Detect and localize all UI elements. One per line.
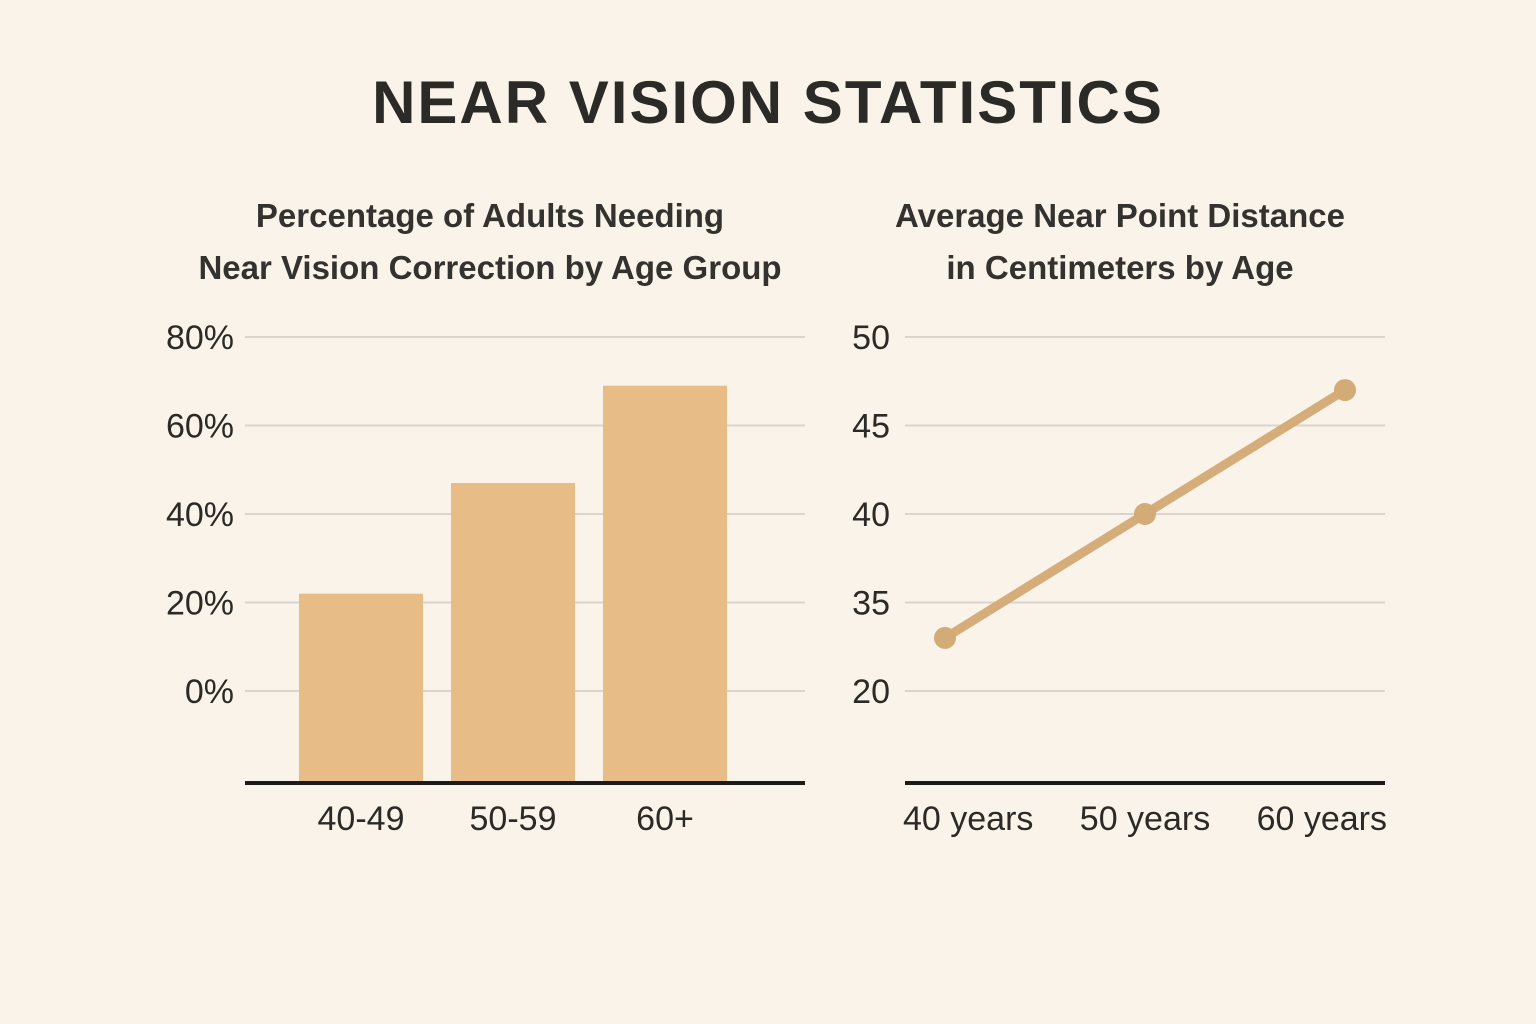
y-tick-label: 20% [166, 584, 234, 622]
y-tick-label: 40 [852, 496, 890, 534]
line-chart-title: Average Near Point Distance in Centimete… [840, 190, 1400, 300]
y-tick-label: 20 [852, 673, 890, 711]
bar-60+ [603, 385, 727, 785]
data-point-40-years [934, 626, 956, 649]
bar-40-49 [299, 593, 423, 785]
line-chart-title-line2: in Centimeters by Age [946, 249, 1294, 286]
x-tick-label: 50 years [1080, 800, 1210, 838]
bar-chart-title-line2: Near Vision Correction by Age Group [198, 249, 782, 286]
bar-chart-title: Percentage of Adults Needing Near Vision… [150, 190, 830, 300]
line-chart-section: Average Near Point Distance in Centimete… [840, 190, 1400, 870]
page-title: NEAR VISION STATISTICS [372, 69, 1164, 136]
x-tick-label: 60 years [1257, 800, 1387, 838]
bar-chart-section: Percentage of Adults Needing Near Vision… [150, 190, 830, 870]
y-tick-label: 60% [166, 407, 234, 445]
bar-50-59 [451, 483, 575, 785]
line-chart-plot: 50 45 40 35 20 40 years 50 years 60 years [852, 319, 1387, 838]
y-tick-label: 0% [185, 673, 234, 711]
data-point-50-years [1134, 503, 1156, 525]
y-tick-label: 40% [166, 496, 234, 534]
y-tick-label: 50 [852, 319, 890, 357]
x-tick-label: 50-59 [470, 800, 557, 838]
x-tick-label: 40 years [903, 800, 1033, 838]
bar-chart-plot: 80% 60% 40% 20% 0% 40-49 50-59 60+ [166, 319, 805, 838]
bar-chart-title-line1: Percentage of Adults Needing [255, 197, 725, 234]
line-chart-title-line1: Average Near Point Distance [895, 197, 1345, 234]
x-tick-label: 60+ [636, 800, 694, 838]
y-tick-label: 80% [166, 319, 234, 357]
y-tick-label: 45 [852, 407, 890, 445]
x-tick-label: 40-49 [318, 800, 405, 838]
data-point-60-years [1334, 379, 1356, 402]
y-tick-label: 35 [852, 584, 890, 622]
